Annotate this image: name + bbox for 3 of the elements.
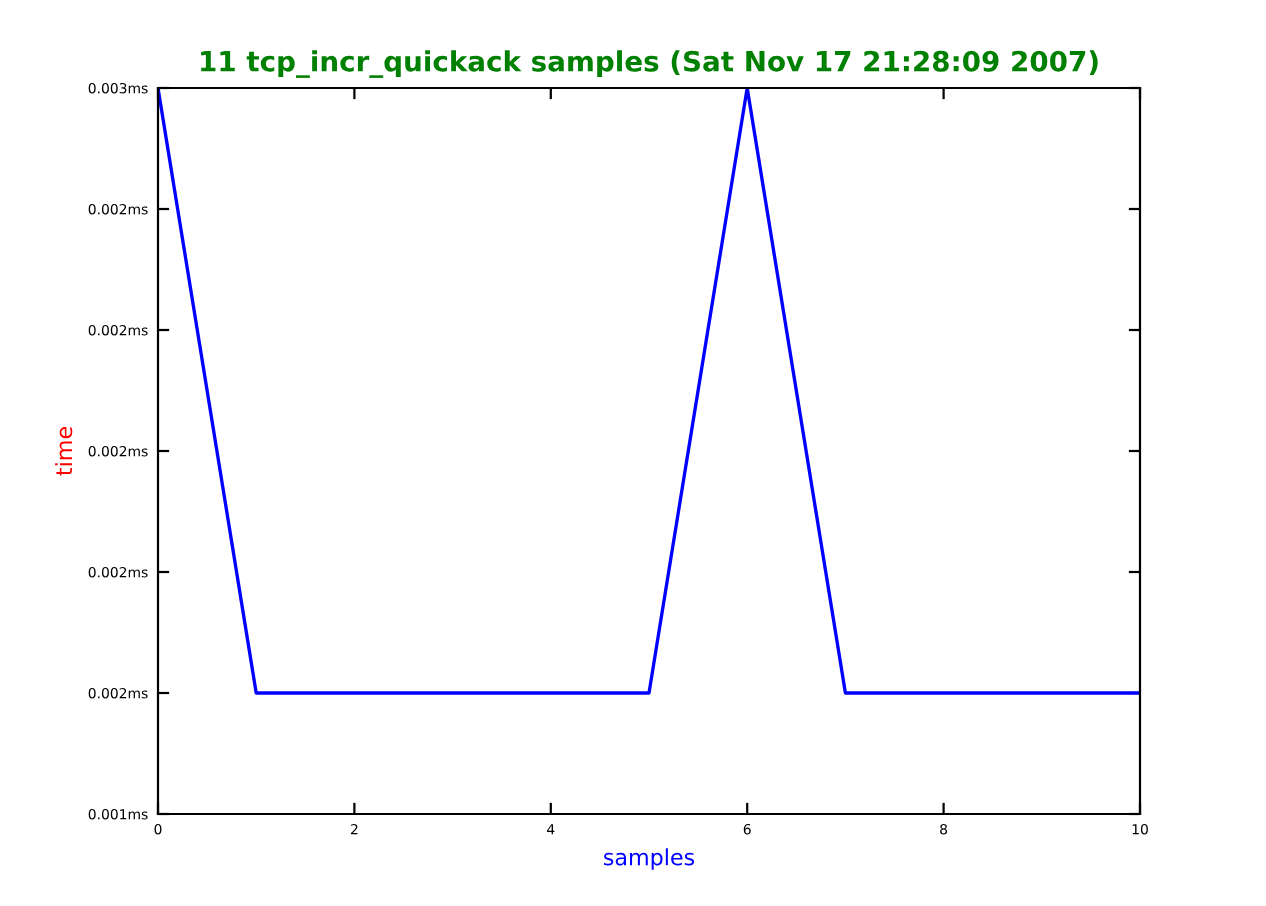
y-axis-title: time bbox=[55, 427, 73, 476]
x-axis-title: samples bbox=[604, 848, 695, 870]
chart-title: 11 tcp_incr_quickack samples (Sat Nov 17 21:28:09 2007) bbox=[201, 50, 1098, 78]
